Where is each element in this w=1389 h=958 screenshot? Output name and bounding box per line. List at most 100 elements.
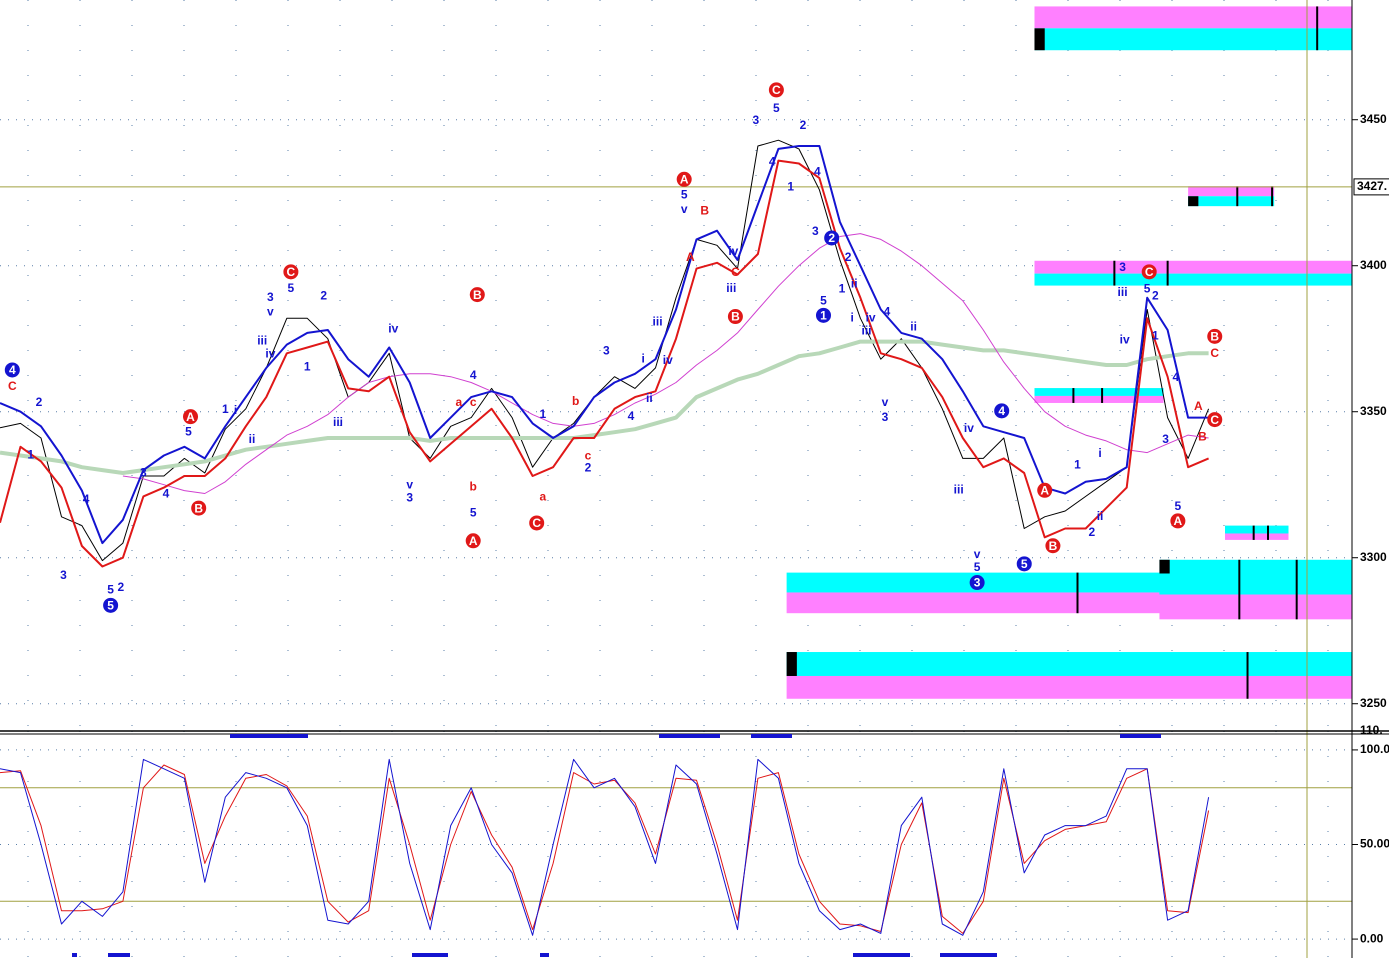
wave-label: 3 — [974, 576, 981, 590]
wave-label: 1 — [222, 402, 229, 416]
wave-label: A — [1040, 483, 1049, 497]
wave-label: iii — [954, 482, 964, 496]
wave-label: 5 — [107, 598, 114, 612]
wave-label: 4 — [884, 305, 891, 319]
wave-label: 4 — [1172, 370, 1179, 384]
wave-label: 5 — [185, 425, 192, 439]
wave-label: C — [731, 265, 740, 279]
wave-label: 1 — [1152, 328, 1159, 342]
wave-label: 3 — [882, 410, 889, 424]
price-zone — [1034, 260, 1352, 274]
wave-label: i — [234, 403, 237, 417]
signal-bars — [72, 734, 1161, 957]
wave-circle — [469, 287, 485, 303]
wave-label: 5 — [1175, 499, 1182, 513]
wave-label: c — [585, 449, 592, 463]
wave-label: v — [974, 547, 981, 561]
signal-bar — [72, 953, 77, 957]
signal-bar — [1120, 734, 1161, 738]
signal-bar — [751, 734, 792, 738]
price-zone — [1188, 196, 1199, 207]
wave-label: iii — [333, 415, 343, 429]
wave-label: B — [1049, 539, 1058, 553]
wave-label: A — [686, 250, 695, 264]
wave-label: 3 — [812, 224, 819, 238]
wave-label: 2 — [828, 231, 835, 245]
wave-label: 4 — [163, 486, 170, 500]
wave-label: 3 — [1119, 260, 1126, 274]
wave-label: iii — [726, 281, 736, 295]
y-tick-label: 3350 — [1360, 404, 1387, 418]
y-tick-label: 110. — [1360, 723, 1383, 737]
price-zone — [786, 675, 1352, 699]
wave-label: v — [267, 305, 274, 319]
wave-label: 4 — [83, 492, 90, 506]
signal-bar — [940, 953, 997, 957]
series-line — [0, 145, 1209, 545]
wave-label: 2 — [118, 580, 125, 594]
price-zone — [1159, 559, 1352, 595]
wave-label: ii — [249, 432, 256, 446]
wave-label: 5 — [820, 294, 827, 308]
wave-label: b — [470, 479, 477, 493]
y-tick-label: 3400 — [1360, 258, 1387, 272]
wave-label: v — [882, 395, 889, 409]
series-line — [0, 159, 1209, 568]
price-zone — [1159, 559, 1170, 574]
wave-label: i — [850, 311, 853, 325]
price-zone — [1034, 395, 1164, 403]
wave-circle — [183, 409, 199, 425]
wave-circle — [1016, 556, 1032, 572]
wave-circle — [283, 264, 299, 280]
y-tick-label: 0.00 — [1360, 931, 1384, 945]
price-zone — [1034, 6, 1352, 29]
wave-label: a — [540, 489, 547, 503]
wave-label: 1 — [304, 359, 311, 373]
wave-circle — [824, 230, 840, 246]
price-label-box — [1353, 178, 1389, 196]
wave-label: 4 — [769, 155, 776, 169]
price-zone — [1034, 28, 1045, 51]
wave-label: C — [1210, 346, 1219, 360]
series-line — [0, 758, 1210, 936]
wave-label: 3 — [140, 466, 147, 480]
wave-label: ii — [910, 320, 917, 334]
series-line — [0, 764, 1210, 934]
wave-label: iv — [866, 311, 876, 325]
wave-circle — [1045, 538, 1061, 554]
wave-label: v — [406, 477, 413, 491]
wave-label: A — [1194, 399, 1203, 413]
wave-label: B — [194, 501, 203, 515]
wave-label: B — [473, 288, 482, 302]
wave-label: 1 — [1074, 457, 1081, 471]
wave-label: 2 — [36, 395, 43, 409]
wave-circle — [465, 533, 481, 549]
wave-label: 3 — [1162, 432, 1169, 446]
wave-label: 2 — [800, 118, 807, 132]
wave-circle — [1141, 264, 1157, 280]
wave-circle — [1037, 482, 1053, 498]
wave-label: iv — [1120, 332, 1130, 346]
wave-circle — [1207, 328, 1223, 344]
wave-label: 4 — [628, 409, 635, 423]
wave-label: B — [1210, 330, 1219, 344]
signal-bar — [412, 953, 448, 957]
wave-circle — [529, 515, 545, 531]
wave-label: 4 — [470, 368, 477, 382]
wave-label: C — [532, 516, 541, 530]
y-tick-label: 3250 — [1360, 696, 1387, 710]
wave-label: ii — [851, 277, 858, 291]
wave-label: 3 — [60, 568, 67, 582]
wave-label: 2 — [320, 289, 327, 303]
wave-label: 5 — [681, 187, 688, 201]
signal-bar — [659, 734, 720, 738]
wave-label: 1 — [787, 179, 794, 193]
wave-label: 3 — [406, 490, 413, 504]
wave-label: 5 — [1144, 282, 1151, 296]
wave-label: A — [186, 410, 195, 424]
wave-circle — [1170, 513, 1186, 529]
wave-label: 5 — [470, 505, 477, 519]
wave-label: 1 — [540, 407, 547, 421]
series-line — [0, 339, 1209, 475]
signal-bar — [853, 953, 910, 957]
